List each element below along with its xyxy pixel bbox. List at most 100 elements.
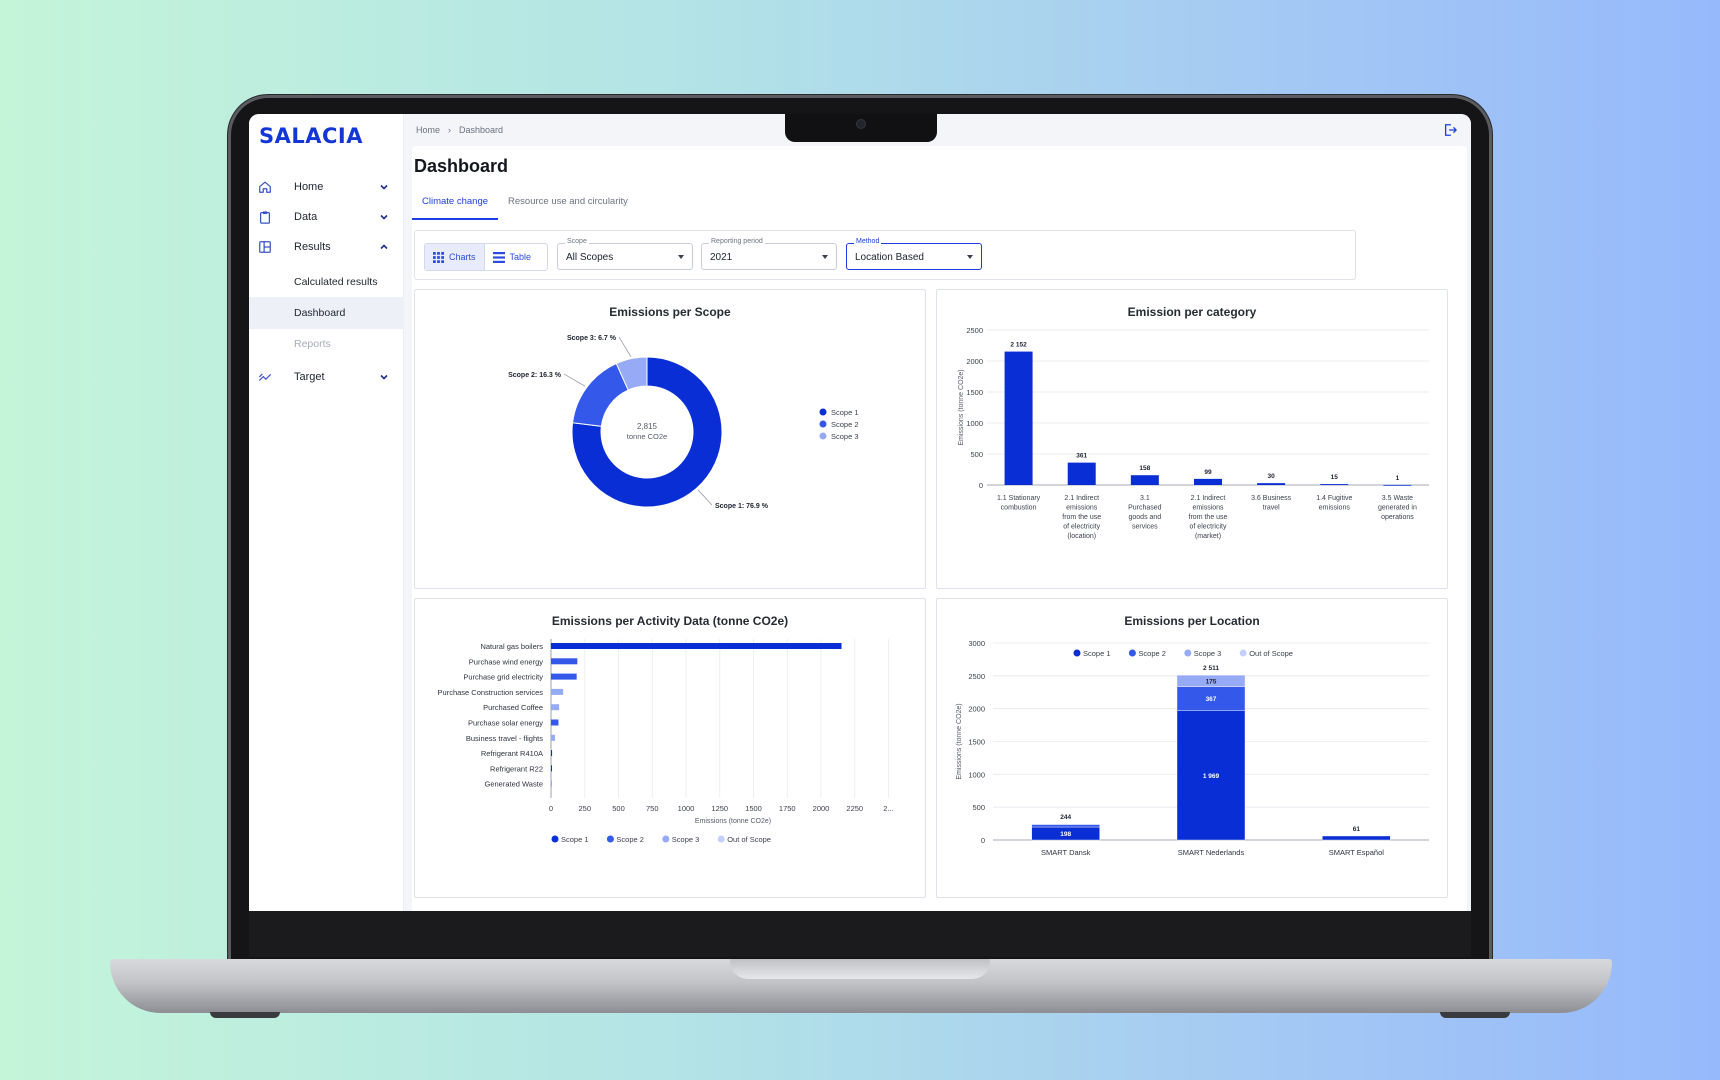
- tab-climate-change[interactable]: Climate change: [412, 190, 499, 220]
- slice-label: Scope 1: 76.9 %: [715, 503, 769, 510]
- bar: [1194, 478, 1222, 485]
- x-tick-label: emissions: [1319, 505, 1351, 512]
- table-view-label: Table: [509, 252, 532, 262]
- tab-bar: Climate change Resource use and circular…: [412, 190, 638, 220]
- data-label: 1 969: [1203, 773, 1220, 780]
- slice-label: Scope 3: 6.7 %: [567, 335, 617, 342]
- legend-marker: [551, 835, 559, 843]
- laptop-base-notch: [730, 959, 990, 979]
- scope-select-value: All Scopes: [566, 252, 614, 263]
- bar: [551, 719, 559, 726]
- pie-slice-1: [571, 356, 723, 508]
- view-toggle: Charts Table: [424, 243, 548, 271]
- y-tick-label: 500: [972, 803, 985, 812]
- y-axis-label: Emissions (tonne CO2e): [958, 369, 965, 445]
- x-tick-label: 1500: [745, 804, 762, 813]
- x-tick-label: 2.1 Indirect: [1064, 495, 1099, 502]
- x-tick-label: SMART Dansk: [1041, 848, 1091, 857]
- sidebar-item-label: Reports: [294, 338, 331, 350]
- sidebar-item-target[interactable]: Target: [249, 362, 404, 392]
- sidebar-item-label: Calculated results: [294, 276, 378, 288]
- chevron-down-icon[interactable]: [379, 182, 389, 192]
- total-label: 2 511: [1203, 665, 1219, 672]
- chart-title: Emissions per Scope: [609, 305, 731, 319]
- camera-icon: [856, 119, 866, 129]
- x-tick-label: generated in: [1378, 505, 1417, 512]
- bar-segment: [1176, 710, 1246, 841]
- x-tick-label: of electricity: [1190, 524, 1227, 531]
- sidebar-item-calculated-results[interactable]: Calculated results: [249, 266, 404, 298]
- charts-view-button[interactable]: Charts: [425, 244, 484, 270]
- pie-slice-3: [615, 356, 648, 391]
- method-select-label: Method: [854, 238, 882, 245]
- x-tick-label: 3.6 Business: [1251, 495, 1292, 502]
- y-tick-label: Purchased Coffee: [483, 703, 543, 712]
- x-tick-label: from the use: [1189, 514, 1228, 521]
- x-tick-label: 2...: [883, 804, 893, 813]
- breadcrumb-home[interactable]: Home: [416, 125, 441, 135]
- app-logo[interactable]: SALACIA: [259, 124, 363, 148]
- home-icon: [259, 181, 271, 193]
- reporting-period-select[interactable]: Reporting period 2021: [701, 238, 837, 270]
- sidebar-item-label: Results: [294, 241, 331, 253]
- center-unit: tonne CO2e: [627, 432, 667, 441]
- bar: [551, 780, 552, 787]
- bar: [551, 688, 564, 695]
- x-tick-label: 750: [646, 804, 659, 813]
- sidebar-item-results[interactable]: Results: [249, 232, 404, 262]
- total-label: 61: [1353, 826, 1361, 833]
- sidebar-item-label: Dashboard: [294, 307, 346, 319]
- scope-select[interactable]: Scope All Scopes: [557, 238, 693, 270]
- chevron-up-icon[interactable]: [379, 242, 389, 252]
- x-tick-label: 2.1 Indirect: [1191, 495, 1226, 502]
- legend-label: Scope 1: [1083, 649, 1111, 658]
- x-tick-label: travel: [1263, 505, 1281, 512]
- slice-leader-line: [697, 489, 713, 506]
- breadcrumb-current: Dashboard: [459, 125, 504, 135]
- method-select[interactable]: Method Location Based: [846, 238, 982, 270]
- caret-down-icon: [678, 255, 684, 259]
- bar: [551, 765, 552, 772]
- y-tick-label: 1500: [966, 388, 983, 397]
- y-tick-label: Refrigerant R410A: [481, 749, 543, 758]
- data-label: 158: [1139, 465, 1150, 472]
- chevron-down-icon[interactable]: [379, 212, 389, 222]
- x-tick-label: 3.1: [1140, 495, 1150, 502]
- emission-per-category-card: Emission per category 0 500 1000 1500 2000 25…: [936, 289, 1448, 589]
- bar: [551, 750, 553, 757]
- x-tick-label: 1000: [678, 804, 695, 813]
- x-tick-label: 1.1 Stationary: [997, 495, 1041, 502]
- logout-icon[interactable]: [1443, 123, 1457, 137]
- filter-bar: Charts Table Scope All Scopes Reporting …: [414, 230, 1356, 280]
- y-tick-label: Refrigerant R22: [490, 764, 543, 773]
- sidebar-item-label: Home: [294, 181, 324, 193]
- sidebar-item-home[interactable]: Home: [249, 172, 404, 202]
- grid-icon: [433, 251, 444, 263]
- bar-segment: [1176, 674, 1246, 687]
- sidebar-item-reports[interactable]: Reports: [249, 328, 404, 360]
- pie-slice-2: [572, 362, 629, 427]
- bar: [551, 704, 560, 711]
- bar: [551, 673, 577, 680]
- y-tick-label: 2000: [966, 357, 983, 366]
- tab-resource-use[interactable]: Resource use and circularity: [508, 196, 628, 207]
- sidebar-item-label: Target: [294, 371, 325, 383]
- legend-marker: [606, 835, 614, 843]
- y-tick-label: Business travel - flights: [466, 734, 543, 743]
- y-tick-label: Purchase Construction services: [438, 688, 544, 697]
- chevron-down-icon[interactable]: [379, 372, 389, 382]
- content-panel: Dashboard Climate change Resource use an…: [412, 146, 1467, 911]
- breadcrumb: Home › Dashboard: [416, 125, 503, 135]
- method-select-value: Location Based: [855, 252, 924, 263]
- bar: [1004, 351, 1033, 485]
- sidebar-item-data[interactable]: Data: [249, 202, 404, 232]
- y-tick-label: 3000: [968, 639, 985, 648]
- table-view-button[interactable]: Table: [483, 244, 540, 270]
- legend-marker: [1239, 649, 1247, 657]
- caret-down-icon: [967, 255, 973, 259]
- bar: [1320, 484, 1349, 485]
- sidebar-item-dashboard[interactable]: Dashboard: [249, 297, 404, 329]
- x-tick-label: goods and: [1129, 514, 1162, 521]
- y-tick-label: 1500: [968, 738, 985, 747]
